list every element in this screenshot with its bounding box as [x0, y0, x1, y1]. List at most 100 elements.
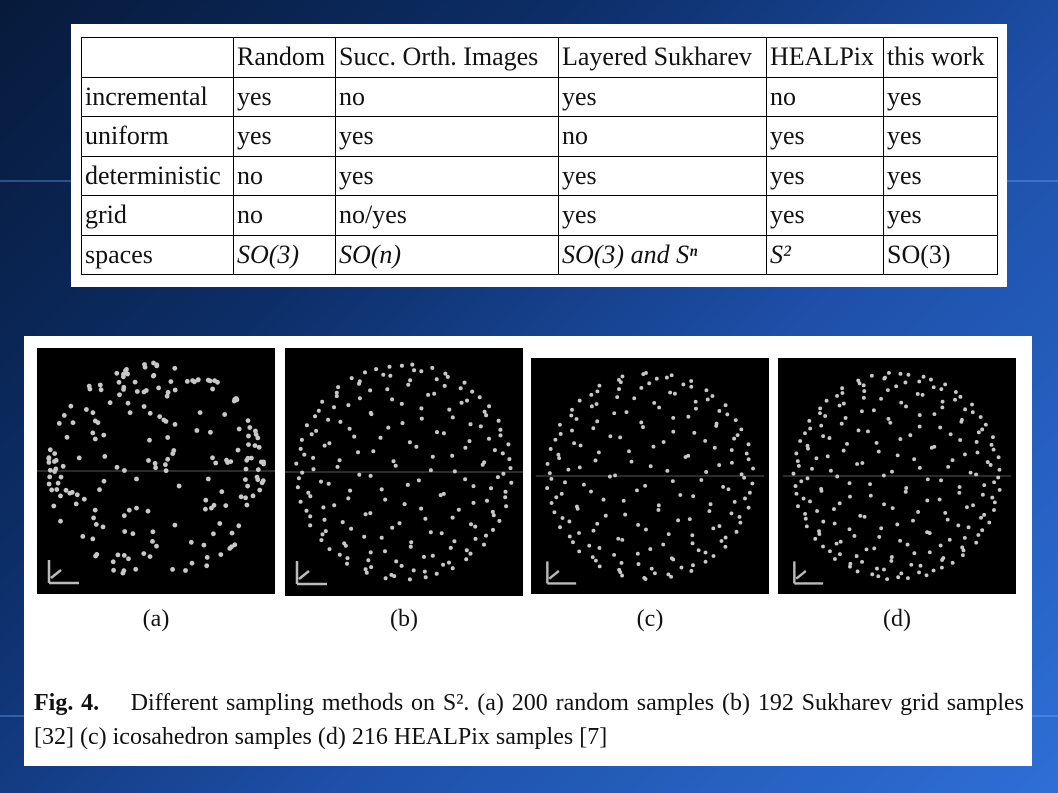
- sample-point: [924, 573, 929, 578]
- sample-point: [735, 433, 740, 438]
- sample-point: [872, 546, 877, 551]
- sample-point: [498, 427, 503, 432]
- sample-point: [968, 470, 973, 475]
- table-header-row: Random Succ. Orth. Images Layered Sukhar…: [81, 37, 998, 78]
- sample-point: [204, 555, 210, 560]
- sample-point: [916, 510, 921, 514]
- sample-point: [818, 406, 823, 411]
- table-cell: no/yes: [335, 195, 559, 236]
- sample-point: [299, 437, 304, 442]
- sample-point: [121, 553, 127, 558]
- sample-point: [91, 515, 96, 521]
- sample-point: [895, 522, 900, 527]
- sample-point: [419, 406, 424, 411]
- sample-point: [467, 439, 472, 444]
- table-cell: SO(n): [335, 234, 559, 275]
- sample-point: [111, 567, 116, 573]
- sample-point: [428, 468, 433, 473]
- sample-point: [462, 380, 467, 385]
- sample-point: [368, 511, 373, 516]
- sample-point: [732, 436, 737, 441]
- sample-point: [970, 410, 975, 415]
- sample-point: [296, 476, 301, 481]
- sample-point: [349, 526, 354, 531]
- sample-point: [441, 562, 446, 567]
- sample-point: [751, 466, 755, 471]
- sample-point: [931, 568, 936, 573]
- sample-point: [997, 467, 1002, 472]
- sample-point: [346, 496, 351, 501]
- sample-point: [719, 539, 724, 543]
- sample-point: [656, 508, 661, 512]
- sample-point: [407, 577, 412, 582]
- sample-point: [862, 514, 867, 519]
- comparison-table: Random Succ. Orth. Images Layered Sukhar…: [81, 37, 998, 275]
- sample-point: [597, 564, 602, 569]
- sample-point: [478, 424, 483, 429]
- sample-point: [69, 490, 75, 495]
- sample-point: [664, 375, 669, 380]
- sample-point: [639, 420, 644, 425]
- table-header-cell: Succ. Orth. Images: [335, 37, 559, 78]
- sample-point: [311, 455, 316, 460]
- sample-point: [975, 450, 980, 455]
- sample-point: [733, 418, 738, 423]
- sample-point: [996, 455, 1001, 460]
- sample-point: [960, 553, 965, 558]
- sample-point: [825, 454, 830, 459]
- sample-point: [340, 520, 345, 525]
- table-cell: yes: [766, 155, 884, 196]
- sample-point: [492, 448, 497, 453]
- sample-point: [687, 517, 692, 522]
- sample-point: [794, 491, 799, 496]
- sample-point: [92, 436, 98, 442]
- sample-point: [487, 404, 492, 409]
- sample-point: [165, 390, 171, 395]
- sample-point: [929, 377, 933, 382]
- sample-point: [673, 391, 677, 396]
- sample-point: [503, 495, 508, 500]
- sample-point: [835, 474, 840, 479]
- sample-point: [369, 565, 374, 570]
- sample-point: [484, 413, 489, 418]
- sample-point: [93, 522, 99, 527]
- sample-point: [581, 482, 586, 487]
- sample-point: [643, 483, 648, 488]
- sample-point: [594, 402, 599, 406]
- sample-point: [126, 507, 132, 513]
- sample-point: [58, 493, 63, 499]
- sample-point: [624, 410, 629, 415]
- subfigure-label: (a): [142, 606, 170, 632]
- sphere-svg: [37, 360, 275, 585]
- sample-point: [886, 417, 891, 421]
- sample-point: [405, 482, 410, 487]
- sample-point: [407, 440, 412, 445]
- sample-point: [115, 552, 121, 558]
- sample-point: [940, 399, 945, 404]
- sample-point: [666, 572, 671, 577]
- sample-point: [619, 560, 624, 565]
- sample-point: [943, 511, 948, 515]
- sample-point: [366, 558, 371, 563]
- sample-point: [101, 432, 107, 438]
- sample-point: [656, 503, 661, 508]
- sample-point: [309, 432, 314, 437]
- table-cell: yes: [233, 116, 336, 157]
- sample-point: [707, 509, 712, 514]
- sample-point: [95, 420, 101, 425]
- sample-point: [304, 508, 309, 513]
- sample-point: [805, 443, 810, 448]
- sample-point: [668, 390, 673, 395]
- sample-point: [889, 555, 894, 559]
- comparison-table-panel: Random Succ. Orth. Images Layered Sukhar…: [71, 24, 1007, 287]
- sample-point: [708, 502, 713, 507]
- sample-point: [566, 467, 571, 472]
- sample-point: [938, 425, 943, 430]
- sample-point: [163, 462, 168, 468]
- sample-point: [327, 441, 332, 446]
- sample-point: [257, 487, 263, 493]
- sample-point: [349, 376, 354, 381]
- sample-point: [308, 523, 313, 528]
- sample-point: [970, 402, 974, 407]
- sample-point: [168, 379, 174, 384]
